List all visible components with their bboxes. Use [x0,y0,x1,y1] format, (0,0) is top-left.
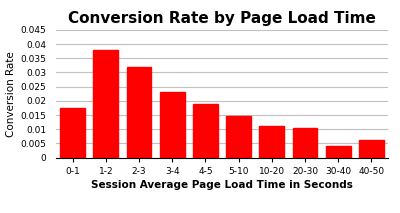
Bar [60,108,85,158]
Bar [193,104,218,158]
Y-axis label: Conversion Rate: Conversion Rate [6,51,16,137]
X-axis label: Session Average Page Load Time in Seconds: Session Average Page Load Time in Second… [91,180,353,190]
Bar [160,92,185,158]
Bar [226,116,251,158]
Bar [259,125,284,158]
Bar [359,140,384,158]
Bar [292,128,318,158]
Bar [126,67,152,158]
Title: Conversion Rate by Page Load Time: Conversion Rate by Page Load Time [68,11,376,26]
Bar [326,146,351,158]
Bar [93,50,118,158]
